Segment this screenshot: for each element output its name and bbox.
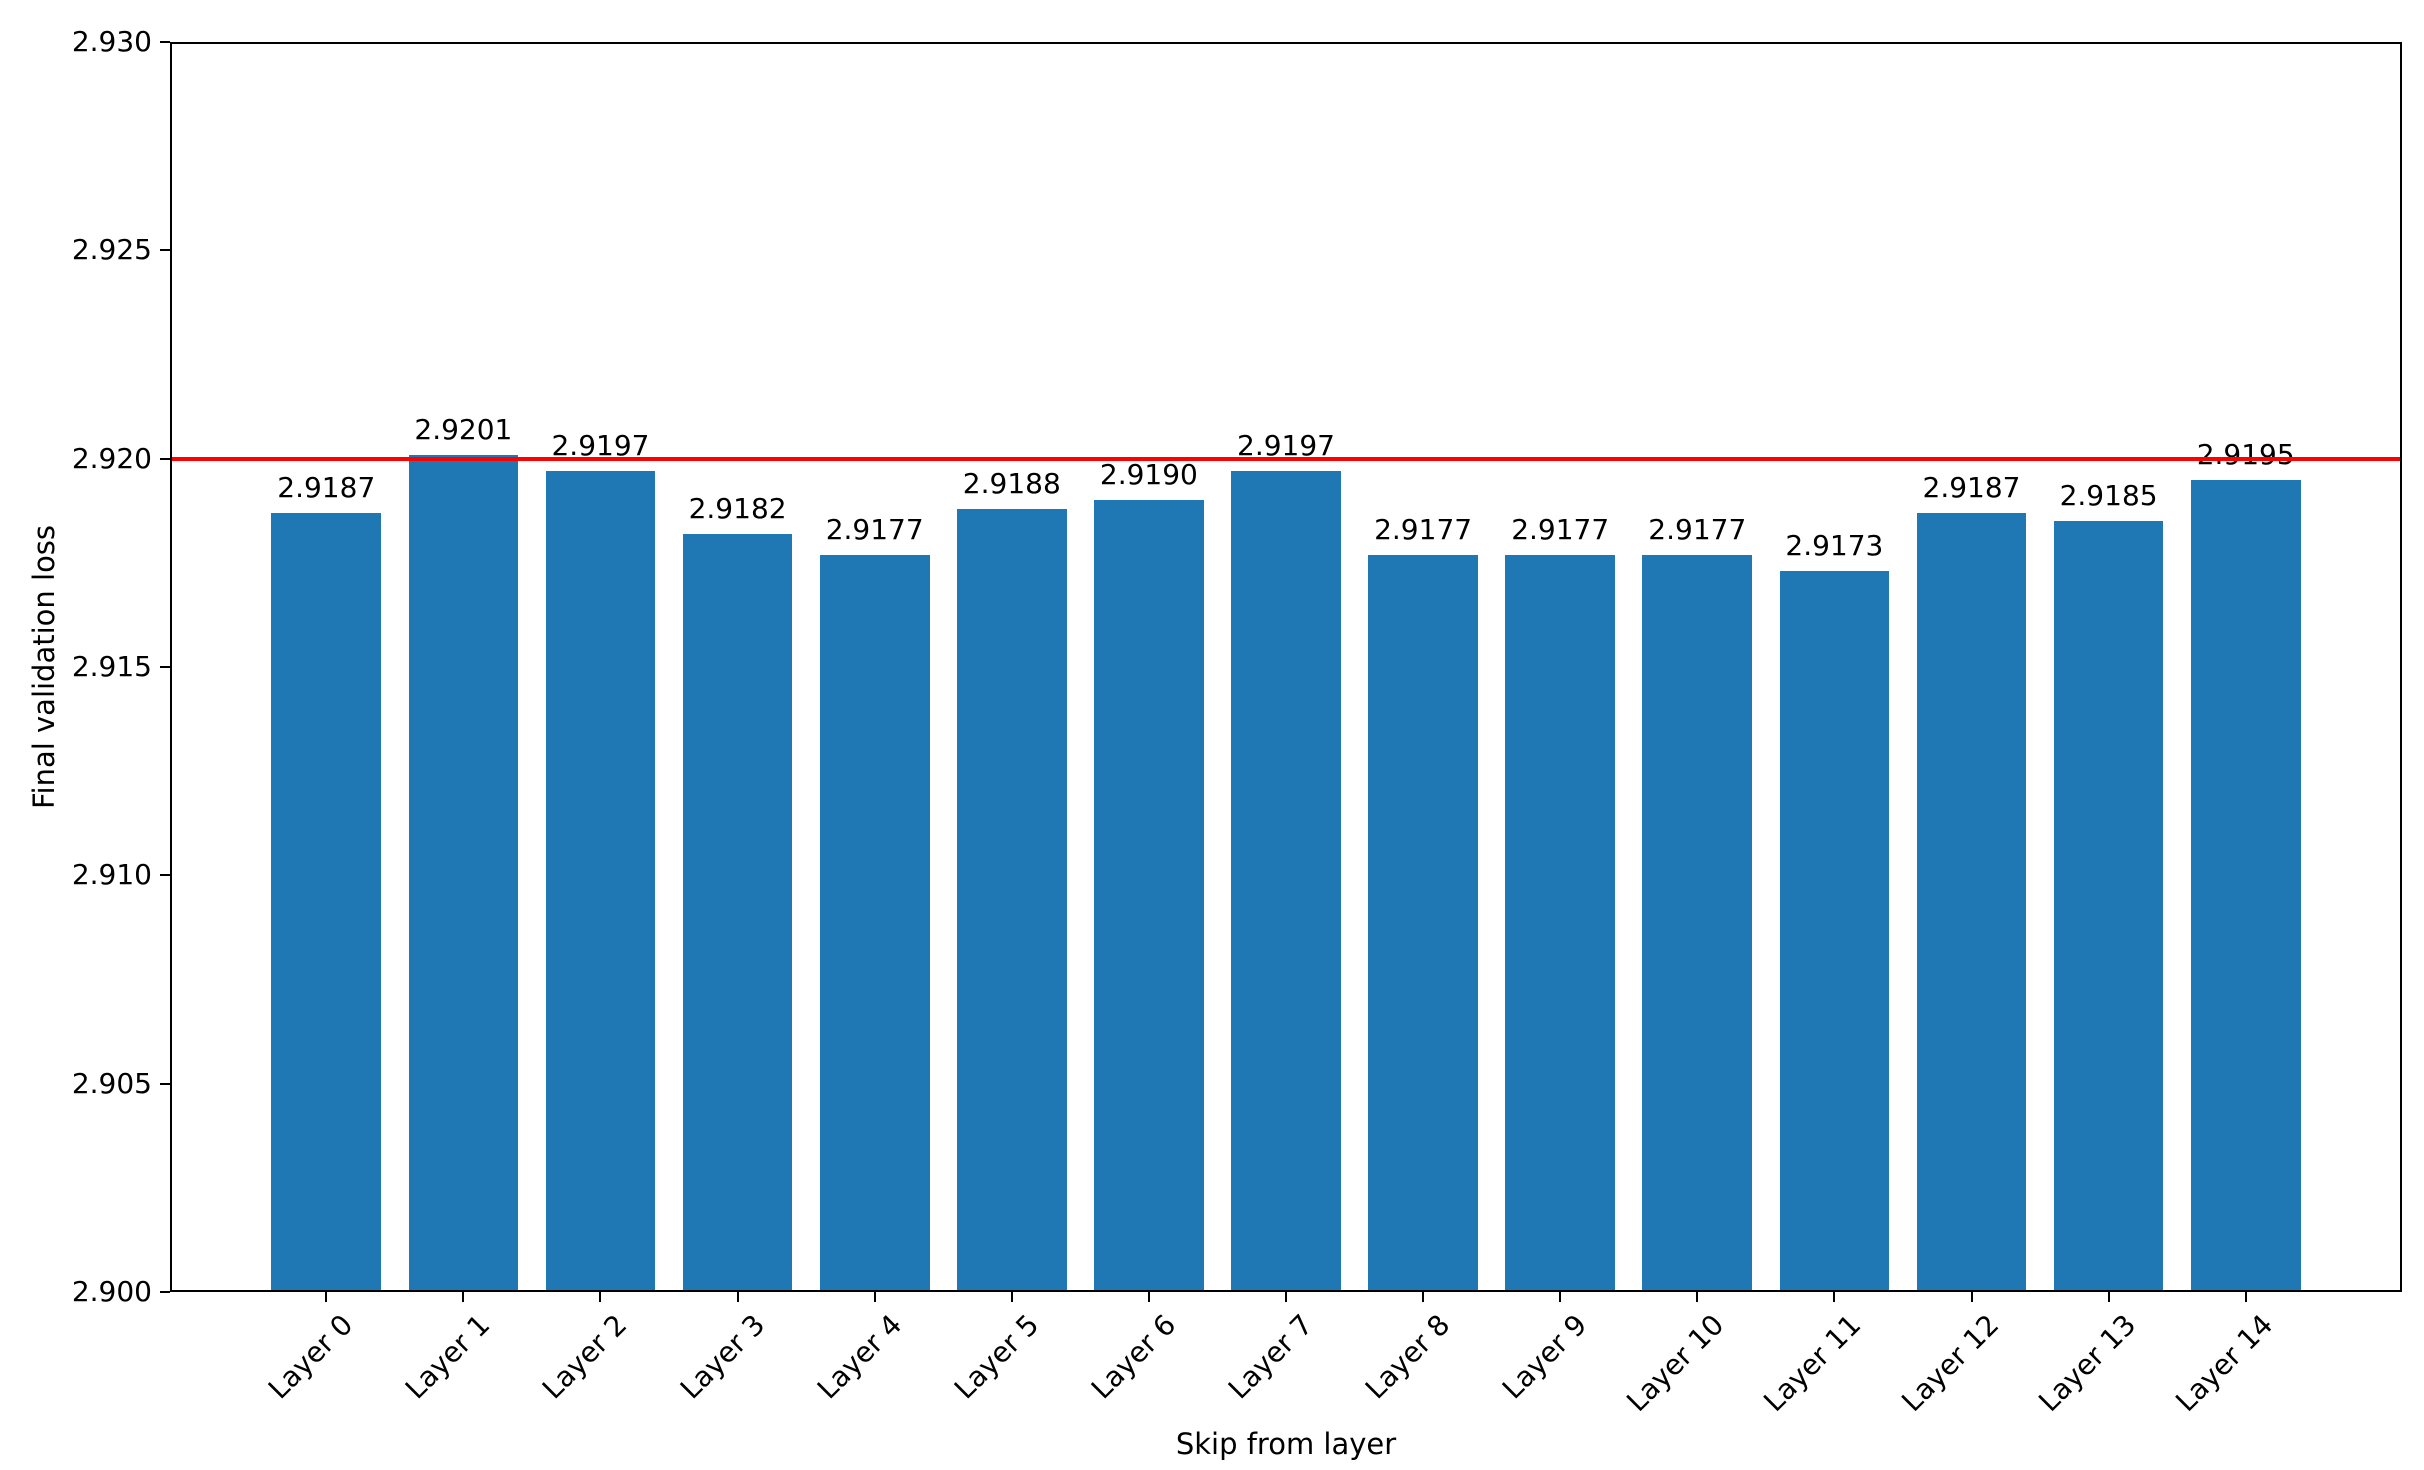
bar-layer-11 (1779, 571, 1890, 1292)
bar-layer-0 (271, 512, 382, 1292)
y-tick-mark (160, 874, 170, 877)
x-tick-mark (462, 1292, 465, 1302)
bar-value-label: 2.9173 (1785, 529, 1884, 563)
bar-layer-4 (819, 554, 930, 1292)
x-tick-mark (1285, 1292, 1287, 1302)
bar-value-label: 2.9190 (1099, 458, 1198, 492)
bar-layer-7 (1231, 471, 1341, 1292)
y-tick-label: 2.930 (71, 25, 152, 58)
bar-value-label: 2.9177 (1511, 512, 1610, 546)
y-tick-mark (160, 249, 170, 252)
y-tick-label: 2.905 (71, 1066, 152, 1100)
x-tick-mark (1833, 1292, 1836, 1302)
plot-area: 2.9187 2.9201 2.9197 2.9182 2.9177 2.9188 2.91… (170, 42, 2402, 1292)
bar-layer-3 (682, 533, 793, 1292)
threshold-line (170, 456, 2402, 461)
bar-layer-10 (1642, 554, 1753, 1292)
x-tick-mark (1147, 1292, 1150, 1302)
bar-layer-6 (1094, 500, 1204, 1292)
y-tick-label: 2.915 (71, 650, 152, 683)
y-tick-mark (160, 666, 170, 668)
x-tick-mark (1422, 1292, 1425, 1302)
bar-layer-14 (2190, 479, 2301, 1292)
y-tick-label: 2.900 (71, 1275, 152, 1308)
x-tick-mark (1970, 1292, 1973, 1302)
bar-layer-9 (1505, 554, 1616, 1292)
y-tick-mark (160, 1291, 170, 1293)
x-tick-mark (1696, 1292, 1699, 1302)
x-tick-mark (736, 1292, 739, 1302)
bar-value-label: 2.9201 (414, 412, 513, 446)
x-axis-label: Skip from layer (1175, 1427, 1397, 1461)
bar-layer-13 (2053, 521, 2164, 1292)
bar-layer-5 (956, 508, 1067, 1292)
y-tick-label: 2.910 (71, 858, 152, 892)
bar-value-label: 2.9195 (2196, 437, 2295, 471)
x-tick-mark (599, 1292, 602, 1302)
x-tick-mark (325, 1292, 328, 1302)
bar-layer-12 (1916, 512, 2027, 1292)
bar-value-label: 2.9188 (962, 466, 1061, 500)
y-tick-mark (160, 41, 170, 43)
y-tick-mark (160, 457, 170, 460)
bar-value-label: 2.9182 (688, 491, 787, 525)
x-tick-mark (1559, 1292, 1562, 1302)
y-tick-mark (160, 1082, 170, 1085)
bar-value-label: 2.9185 (2059, 479, 2158, 513)
y-tick-label: 2.920 (71, 441, 152, 475)
bar-value-label: 2.9187 (1922, 470, 2021, 504)
bar-value-label: 2.9177 (1648, 512, 1747, 546)
bar-layer-8 (1368, 554, 1478, 1292)
bar-layer-1 (408, 454, 519, 1292)
bar-value-label: 2.9177 (825, 512, 924, 546)
x-tick-mark (1010, 1292, 1013, 1302)
y-tick-label: 2.925 (71, 233, 152, 267)
bar-value-label: 2.9187 (277, 470, 376, 504)
x-tick-mark (873, 1292, 876, 1302)
bar-layer-2 (545, 471, 656, 1292)
x-tick-mark (2107, 1292, 2110, 1302)
x-tick-mark (2244, 1292, 2247, 1302)
bar-value-label: 2.9177 (1374, 512, 1473, 546)
